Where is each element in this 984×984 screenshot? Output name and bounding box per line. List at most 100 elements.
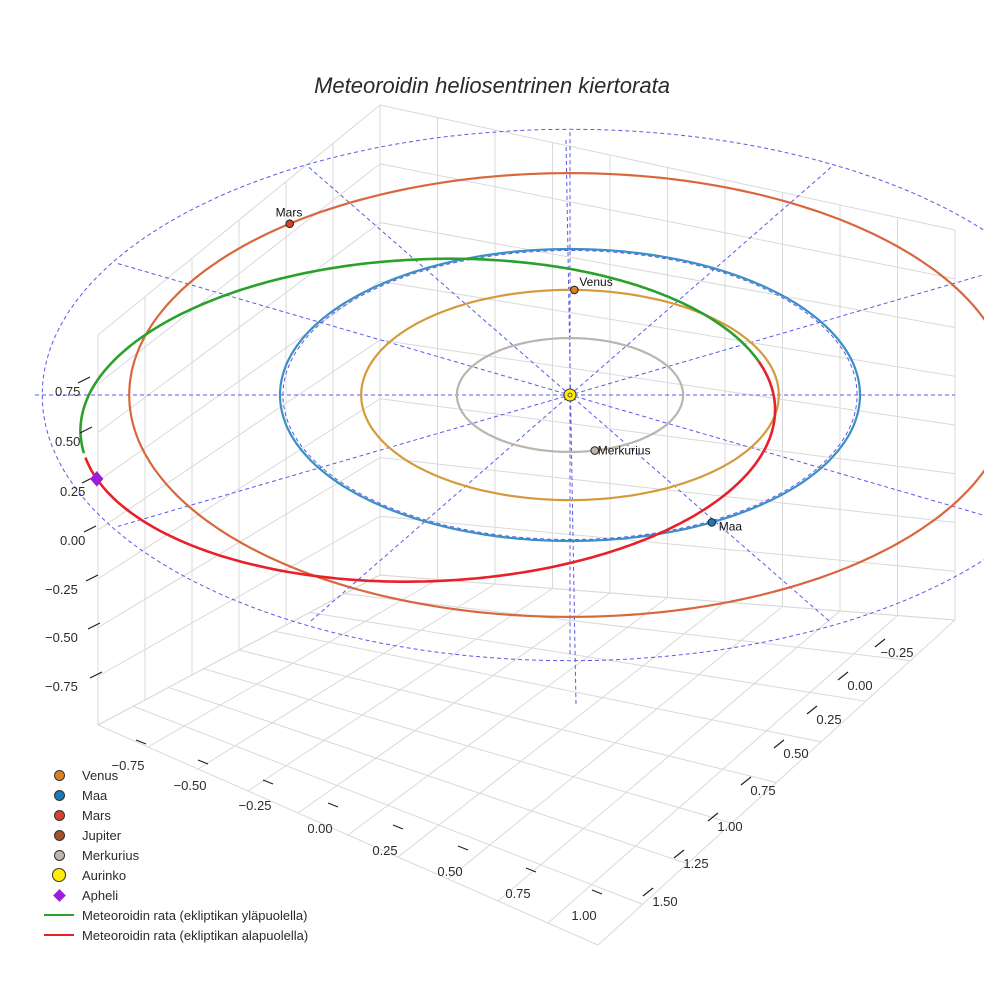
chart-title: Meteoroidin heliosentrinen kiertorata [314,73,670,98]
z-tick-mark [87,622,101,630]
reference-lines-layer [35,128,984,706]
legend-item[interactable]: Jupiter [40,825,308,845]
tick-layer: 0.75 0.50 0.25 0.00 −0.25 −0.50 −0.75 −0.75 −0.5… [45,376,914,923]
z-tick-mark [79,426,93,434]
legend-dot-icon [53,809,65,821]
grid-line [309,612,866,702]
z-tick-mark [77,376,91,384]
x-tick-mark [525,867,537,873]
legend-line-icon [44,914,74,916]
y-tick-label: −0.25 [881,645,914,660]
grid-line [238,649,777,783]
x-tick-label: 0.75 [505,886,530,901]
legend-symbol [40,865,78,885]
legend-label: Maa [82,787,108,803]
y-tick-label: 1.00 [717,819,742,834]
orbit-mars [128,171,984,619]
grid-line [97,163,956,385]
x-tick-label: 1.00 [571,908,596,923]
grid-line [97,280,956,482]
meteoroid-orbit-below [84,360,777,584]
grid-line [274,630,822,743]
x-tick-mark [197,759,209,765]
x-tick-label: 0.00 [307,821,332,836]
planet-mars [285,219,294,229]
grid-line [97,104,956,336]
legend-item[interactable]: Aurinko [40,865,308,885]
sun-marker-center [567,392,573,398]
grid-layer [97,104,956,946]
z-tick-label: −0.75 [45,679,78,694]
legend-item[interactable]: Mars [40,805,308,825]
x-tick-label: 0.25 [372,843,397,858]
reference-line [565,139,577,706]
x-tick-label: 0.50 [437,864,462,879]
x-tick-mark [591,889,603,895]
x-tick-mark [262,779,274,785]
legend-item[interactable]: Apheli [40,885,308,905]
reference-circle [41,128,984,662]
legend-line-icon [44,934,74,936]
legend-dot-icon [53,789,65,801]
grid-line [97,221,956,433]
legend-symbol [40,765,78,785]
grid-line [168,687,688,865]
legend-item[interactable]: Meteoroidin rata (ekliptikan yläpuolella… [40,905,308,925]
planet-label-mars: Mars [276,206,303,220]
x-tick-mark [135,739,147,745]
x-tick-mark [457,845,469,851]
y-tick-mark [806,705,818,715]
y-tick-mark [642,887,654,897]
y-tick-mark [837,671,849,681]
grid-line [344,593,911,662]
meteoroid-orbit-above [79,257,760,454]
z-tick-mark [89,671,103,679]
legend-symbol [40,885,78,905]
planet-venus [570,285,579,295]
z-tick-label: 0.25 [60,484,85,499]
y-tick-mark [874,638,886,648]
grid-line [97,456,956,628]
x-tick-label: −0.75 [112,758,145,773]
legend-sun-icon [52,868,66,882]
y-tick-label: 1.25 [683,856,708,871]
legend-symbol [40,905,78,925]
y-tick-label: 0.00 [847,678,872,693]
grid-line [379,574,956,621]
legend-item[interactable]: Maa [40,785,308,805]
z-tick-label: 0.00 [60,533,85,548]
legend-diamond-icon [52,888,66,902]
legend-label: Meteoroidin rata (ekliptikan alapuolella… [82,927,309,943]
y-tick-label: 0.75 [750,783,775,798]
legend-label: Jupiter [82,827,122,843]
legend-item[interactable]: Meteoroidin rata (ekliptikan alapuolella… [40,925,308,945]
legend-label: Aurinko [82,867,127,883]
z-tick-mark [85,574,99,582]
planet-label-maa: Maa [719,519,743,533]
legend-symbol [40,825,78,845]
aphelion-marker [90,471,104,487]
y-tick-label: 0.50 [783,746,808,761]
grid-line [97,515,956,677]
legend-label: Mars [82,807,111,823]
legend-dot-icon [53,849,65,861]
z-tick-mark [83,525,97,533]
grid-line [97,724,599,946]
grid-line [97,339,956,531]
z-tick-label: −0.50 [45,630,78,645]
legend-item[interactable]: Venus [40,765,308,785]
grid-line [133,705,643,905]
legend-item[interactable]: Merkurius [40,845,308,865]
orbit-merkurius [455,337,685,453]
y-tick-mark [673,849,685,859]
legend: Venus Maa Mars Jupiter Merkurius Aurinko Aphel… [40,765,308,945]
x-tick-label: −0.50 [174,778,207,793]
legend-symbol [40,785,78,805]
y-tick-label: 1.50 [652,894,677,909]
legend-dot-icon [53,829,65,841]
planet-label-venus: Venus [579,275,612,289]
legend-label: Apheli [82,887,119,903]
y-tick-mark [740,776,752,786]
sun-marker [563,388,577,402]
